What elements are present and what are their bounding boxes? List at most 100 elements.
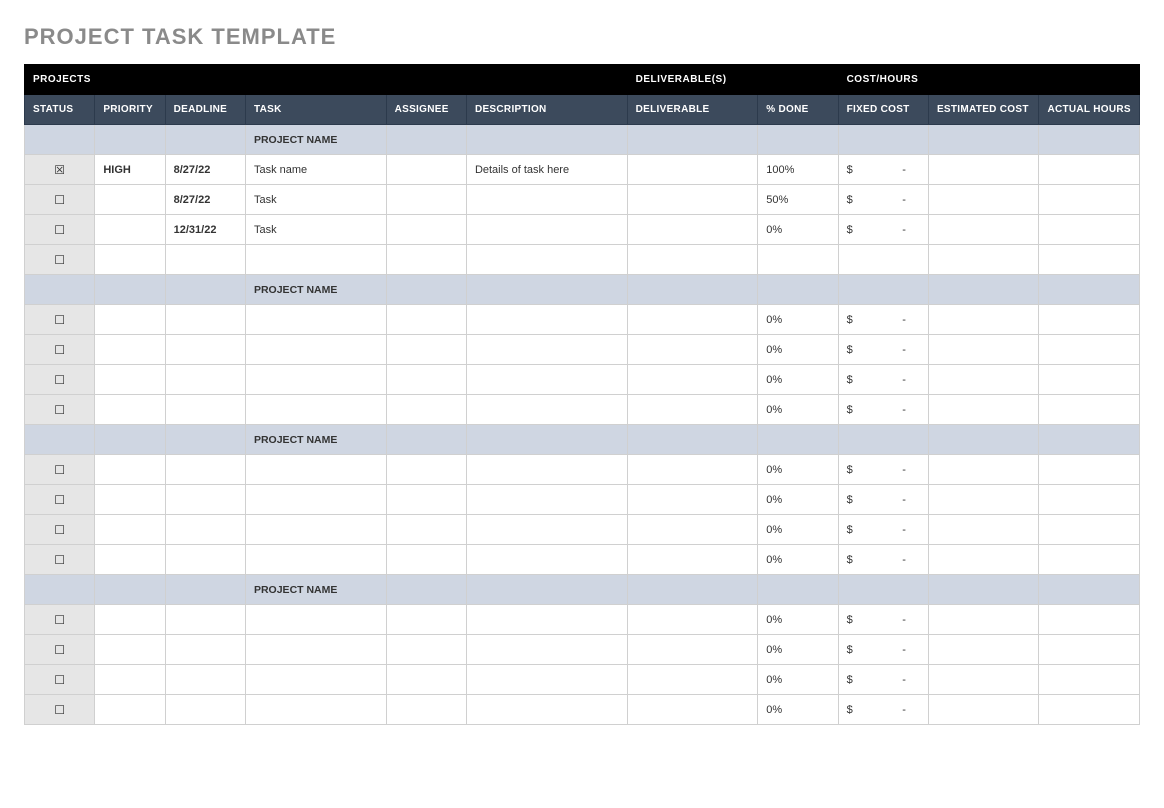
actual-hours-cell[interactable] [1039, 245, 1140, 275]
priority-cell[interactable] [95, 395, 165, 425]
task-cell[interactable]: Task [245, 215, 386, 245]
fixed-cost-cell[interactable]: $- [838, 605, 928, 635]
description-cell[interactable] [466, 545, 627, 575]
task-cell[interactable] [245, 485, 386, 515]
actual-hours-cell[interactable] [1039, 695, 1140, 725]
estimated-cost-cell[interactable] [928, 515, 1038, 545]
checkbox-unchecked-icon[interactable]: ☐ [54, 673, 65, 687]
deadline-cell[interactable] [165, 395, 245, 425]
actual-hours-cell[interactable] [1039, 485, 1140, 515]
task-cell[interactable] [245, 245, 386, 275]
assignee-cell[interactable] [386, 185, 466, 215]
description-cell[interactable] [466, 335, 627, 365]
assignee-cell[interactable] [386, 545, 466, 575]
pct-done-cell[interactable]: 100% [758, 155, 838, 185]
actual-hours-cell[interactable] [1039, 455, 1140, 485]
pct-done-cell[interactable]: 0% [758, 305, 838, 335]
deliverable-cell[interactable] [627, 605, 758, 635]
priority-cell[interactable] [95, 305, 165, 335]
actual-hours-cell[interactable] [1039, 305, 1140, 335]
actual-hours-cell[interactable] [1039, 515, 1140, 545]
actual-hours-cell[interactable] [1039, 665, 1140, 695]
task-cell[interactable] [245, 665, 386, 695]
description-cell[interactable] [466, 695, 627, 725]
status-checkbox[interactable]: ☐ [25, 455, 95, 485]
fixed-cost-cell[interactable]: $- [838, 665, 928, 695]
status-checkbox[interactable]: ☐ [25, 245, 95, 275]
priority-cell[interactable] [95, 605, 165, 635]
actual-hours-cell[interactable] [1039, 605, 1140, 635]
assignee-cell[interactable] [386, 155, 466, 185]
fixed-cost-cell[interactable]: $- [838, 155, 928, 185]
description-cell[interactable] [466, 635, 627, 665]
description-cell[interactable] [466, 305, 627, 335]
assignee-cell[interactable] [386, 605, 466, 635]
assignee-cell[interactable] [386, 515, 466, 545]
task-cell[interactable] [245, 395, 386, 425]
description-cell[interactable] [466, 605, 627, 635]
actual-hours-cell[interactable] [1039, 545, 1140, 575]
deliverable-cell[interactable] [627, 215, 758, 245]
checkbox-unchecked-icon[interactable]: ☐ [54, 223, 65, 237]
task-cell[interactable] [245, 605, 386, 635]
estimated-cost-cell[interactable] [928, 635, 1038, 665]
checkbox-unchecked-icon[interactable]: ☐ [54, 253, 65, 267]
description-cell[interactable] [466, 515, 627, 545]
deadline-cell[interactable]: 12/31/22 [165, 215, 245, 245]
checkbox-unchecked-icon[interactable]: ☐ [54, 373, 65, 387]
estimated-cost-cell[interactable] [928, 155, 1038, 185]
status-checkbox[interactable]: ☐ [25, 695, 95, 725]
deliverable-cell[interactable] [627, 335, 758, 365]
checkbox-checked-icon[interactable]: ☒ [54, 163, 65, 177]
description-cell[interactable] [466, 665, 627, 695]
assignee-cell[interactable] [386, 215, 466, 245]
status-checkbox[interactable]: ☐ [25, 395, 95, 425]
fixed-cost-cell[interactable]: $- [838, 395, 928, 425]
fixed-cost-cell[interactable] [838, 245, 928, 275]
estimated-cost-cell[interactable] [928, 365, 1038, 395]
deliverable-cell[interactable] [627, 695, 758, 725]
pct-done-cell[interactable]: 0% [758, 335, 838, 365]
priority-cell[interactable] [95, 185, 165, 215]
pct-done-cell[interactable]: 0% [758, 395, 838, 425]
status-checkbox[interactable]: ☐ [25, 665, 95, 695]
estimated-cost-cell[interactable] [928, 335, 1038, 365]
priority-cell[interactable] [95, 665, 165, 695]
status-checkbox[interactable]: ☐ [25, 605, 95, 635]
deliverable-cell[interactable] [627, 455, 758, 485]
actual-hours-cell[interactable] [1039, 365, 1140, 395]
description-cell[interactable]: Details of task here [466, 155, 627, 185]
estimated-cost-cell[interactable] [928, 185, 1038, 215]
priority-cell[interactable] [95, 455, 165, 485]
status-checkbox[interactable]: ☐ [25, 365, 95, 395]
actual-hours-cell[interactable] [1039, 635, 1140, 665]
deadline-cell[interactable] [165, 365, 245, 395]
pct-done-cell[interactable]: 50% [758, 185, 838, 215]
deliverable-cell[interactable] [627, 515, 758, 545]
pct-done-cell[interactable]: 0% [758, 605, 838, 635]
status-checkbox[interactable]: ☒ [25, 155, 95, 185]
deadline-cell[interactable]: 8/27/22 [165, 155, 245, 185]
estimated-cost-cell[interactable] [928, 245, 1038, 275]
description-cell[interactable] [466, 455, 627, 485]
task-cell[interactable] [245, 365, 386, 395]
actual-hours-cell[interactable] [1039, 395, 1140, 425]
fixed-cost-cell[interactable]: $- [838, 185, 928, 215]
status-checkbox[interactable]: ☐ [25, 305, 95, 335]
pct-done-cell[interactable]: 0% [758, 455, 838, 485]
priority-cell[interactable] [95, 365, 165, 395]
assignee-cell[interactable] [386, 455, 466, 485]
deadline-cell[interactable] [165, 695, 245, 725]
deliverable-cell[interactable] [627, 155, 758, 185]
status-checkbox[interactable]: ☐ [25, 215, 95, 245]
status-checkbox[interactable]: ☐ [25, 185, 95, 215]
checkbox-unchecked-icon[interactable]: ☐ [54, 703, 65, 717]
estimated-cost-cell[interactable] [928, 695, 1038, 725]
deadline-cell[interactable] [165, 245, 245, 275]
status-checkbox[interactable]: ☐ [25, 545, 95, 575]
actual-hours-cell[interactable] [1039, 335, 1140, 365]
fixed-cost-cell[interactable]: $- [838, 515, 928, 545]
fixed-cost-cell[interactable]: $- [838, 455, 928, 485]
deadline-cell[interactable] [165, 665, 245, 695]
status-checkbox[interactable]: ☐ [25, 335, 95, 365]
